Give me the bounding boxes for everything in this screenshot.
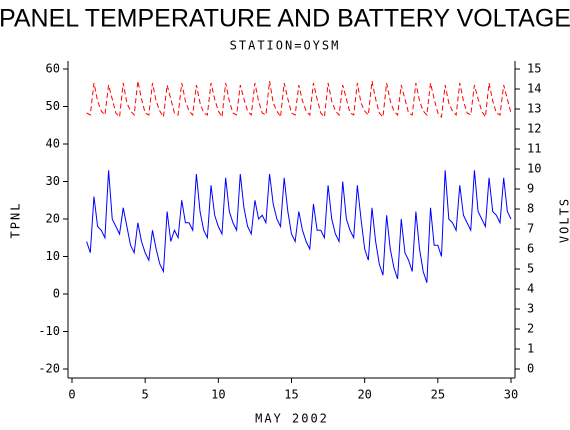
y-tick-label: 50 <box>46 99 60 113</box>
x-tick-label: 20 <box>357 388 371 402</box>
x-tick-label: 25 <box>431 388 445 402</box>
y-axis-label: TPNL <box>9 202 23 239</box>
y2-tick-label: 0 <box>527 362 534 376</box>
x-axis-label: MAY 2002 <box>255 412 329 426</box>
y-tick-label: 30 <box>46 174 60 188</box>
x-tick-label: 0 <box>68 388 75 402</box>
series-line <box>86 170 512 283</box>
y2-tick-label: 6 <box>527 242 534 256</box>
y-tick-label: 60 <box>46 62 60 76</box>
chart-subtitle: STATION=OYSM <box>230 39 341 53</box>
chart-title: PANEL TEMPERATURE AND BATTERY VOLTAGE <box>0 5 570 33</box>
y2-tick-label: 15 <box>527 62 541 76</box>
x-tick-label: 30 <box>504 388 518 402</box>
series-line <box>86 80 512 119</box>
y2-tick-label: 12 <box>527 122 541 136</box>
y2-tick-label: 13 <box>527 102 541 116</box>
y-tick-label: 40 <box>46 137 60 151</box>
y2-tick-label: 1 <box>527 342 534 356</box>
y-tick-label: -20 <box>38 362 60 376</box>
y2-tick-label: 3 <box>527 302 534 316</box>
y2-tick-label: 9 <box>527 182 534 196</box>
y2-tick-label: 10 <box>527 162 541 176</box>
x-tick-label: 15 <box>284 388 298 402</box>
y2-tick-label: 5 <box>527 262 534 276</box>
x-tick-label: 10 <box>211 388 225 402</box>
x-tick-label: 5 <box>142 388 149 402</box>
y-tick-label: 0 <box>53 287 60 301</box>
y-tick-label: 20 <box>46 212 60 226</box>
y-tick-label: -10 <box>38 324 60 338</box>
y2-tick-label: 8 <box>527 202 534 216</box>
y2-tick-label: 4 <box>527 282 534 296</box>
y-tick-label: 10 <box>46 249 60 263</box>
y2-tick-label: 11 <box>527 142 541 156</box>
y2-tick-label: 7 <box>527 222 534 236</box>
y2-axis-label: VOLTS <box>558 197 570 243</box>
y2-tick-label: 2 <box>527 322 534 336</box>
y2-tick-label: 14 <box>527 82 541 96</box>
